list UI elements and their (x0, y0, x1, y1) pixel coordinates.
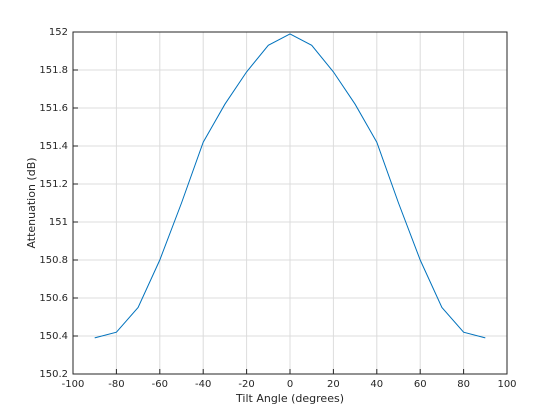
x-axis-label: Tilt Angle (degrees) (235, 392, 344, 405)
y-tick-label: 151.2 (39, 179, 68, 190)
y-tick-label: 151.6 (39, 103, 68, 114)
plot-frame (72, 31, 508, 375)
x-tick-label: -40 (195, 379, 211, 390)
y-tick-label: 151.8 (39, 65, 68, 76)
y-tick-label: 152 (49, 27, 68, 38)
x-tick-label: -100 (62, 379, 85, 390)
x-tick-label: -80 (108, 379, 124, 390)
x-tick-label: 20 (327, 379, 340, 390)
y-tick-label: 150.6 (39, 293, 68, 304)
y-tick-label: 151.4 (39, 141, 68, 152)
y-tick-label: 150.8 (39, 255, 68, 266)
y-tick-label: 150.4 (39, 331, 68, 342)
y-tick-label: 150.2 (39, 369, 68, 380)
x-tick-label: -60 (152, 379, 168, 390)
y-axis-label: Attenuation (dB) (25, 157, 38, 248)
data-line (94, 33, 486, 339)
y-tick-label: 151 (49, 217, 68, 228)
x-tick-label: 60 (414, 379, 427, 390)
x-tick-label: 80 (457, 379, 470, 390)
x-tick-label: 0 (287, 379, 293, 390)
x-tick-label: 100 (497, 379, 516, 390)
x-tick-label: 40 (370, 379, 383, 390)
x-tick-label: -20 (238, 379, 254, 390)
